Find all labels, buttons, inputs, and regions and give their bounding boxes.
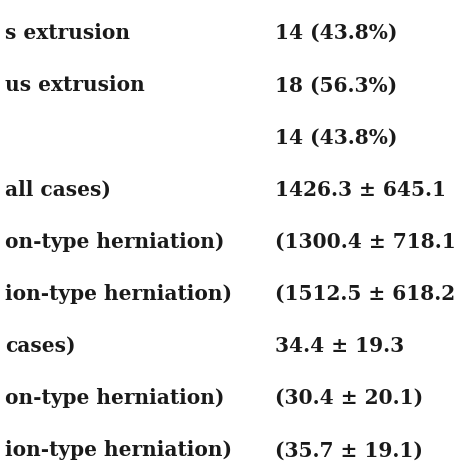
Text: (1300.4 ± 718.1: (1300.4 ± 718.1 [275, 232, 456, 252]
Text: ion-type herniation): ion-type herniation) [5, 440, 232, 460]
Text: (35.7 ± 19.1): (35.7 ± 19.1) [275, 440, 423, 460]
Text: 1426.3 ± 645.1: 1426.3 ± 645.1 [275, 180, 446, 200]
Text: (1512.5 ± 618.2: (1512.5 ± 618.2 [275, 284, 455, 304]
Text: on-type herniation): on-type herniation) [5, 232, 224, 252]
Text: 34.4 ± 19.3: 34.4 ± 19.3 [275, 336, 404, 356]
Text: s extrusion: s extrusion [5, 23, 130, 43]
Text: 18 (56.3%): 18 (56.3%) [275, 75, 397, 95]
Text: cases): cases) [5, 336, 75, 356]
Text: ion-type herniation): ion-type herniation) [5, 284, 232, 304]
Text: us extrusion: us extrusion [5, 75, 145, 95]
Text: all cases): all cases) [5, 180, 110, 200]
Text: 14 (43.8%): 14 (43.8%) [275, 23, 397, 43]
Text: (30.4 ± 20.1): (30.4 ± 20.1) [275, 388, 423, 408]
Text: 14 (43.8%): 14 (43.8%) [275, 128, 397, 147]
Text: on-type herniation): on-type herniation) [5, 388, 224, 408]
